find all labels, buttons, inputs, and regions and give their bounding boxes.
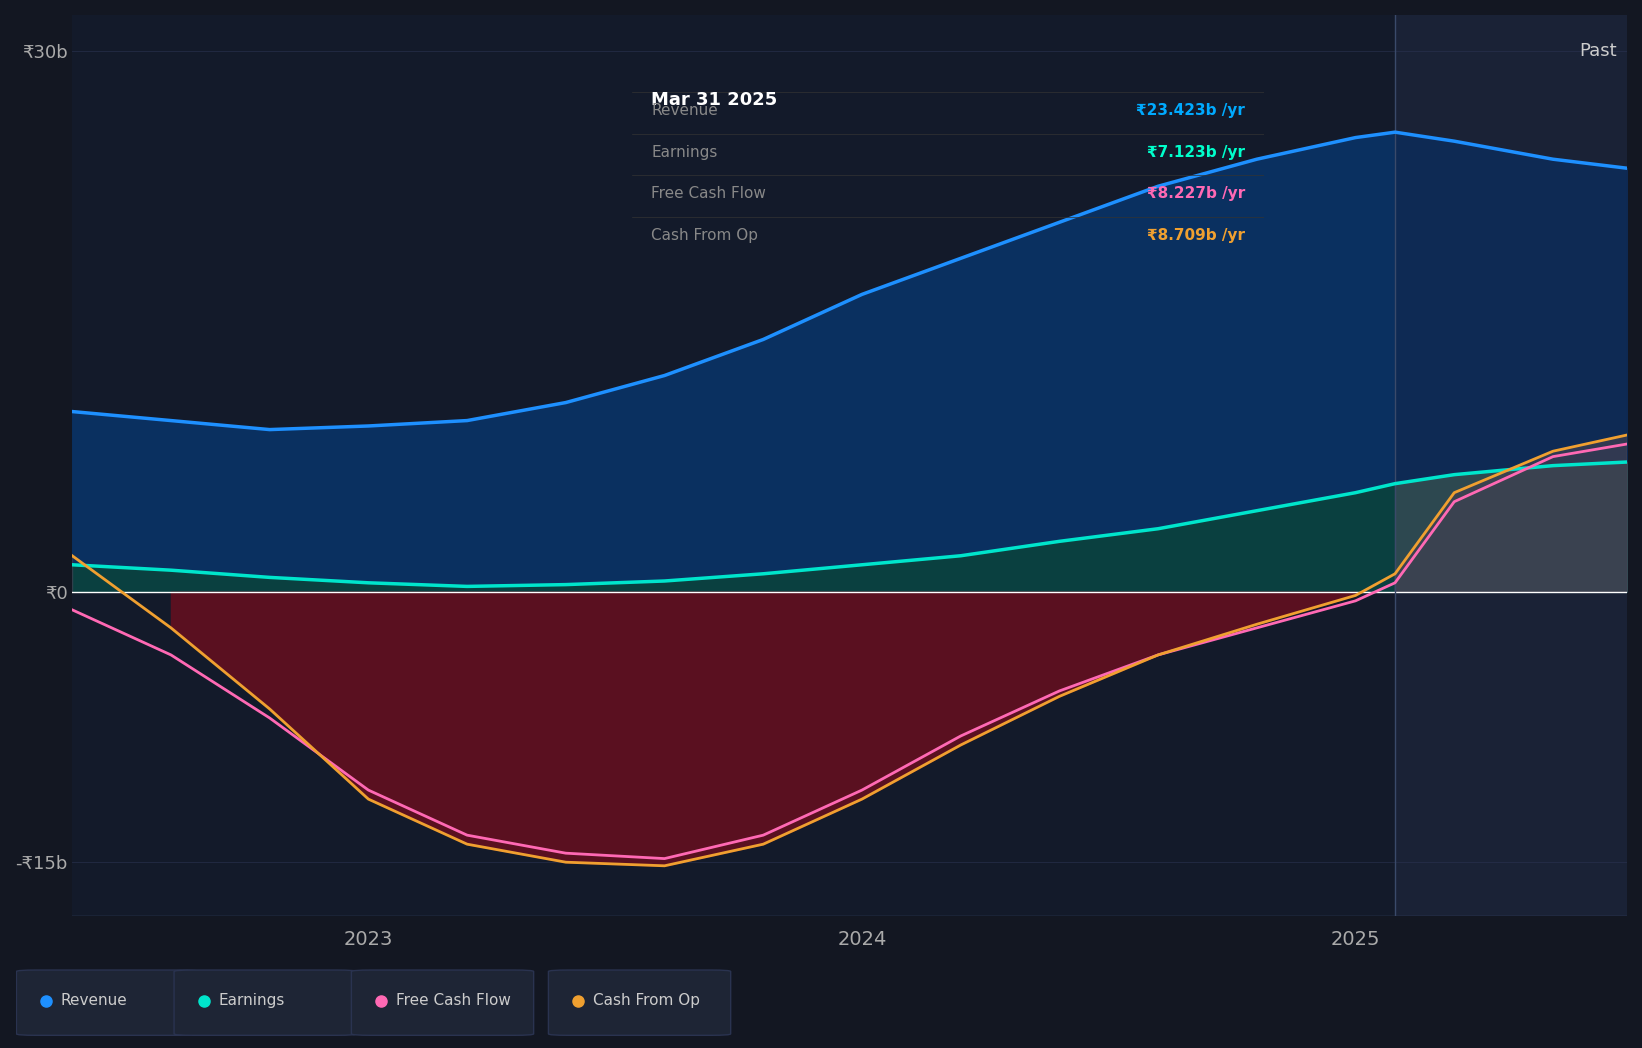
Text: Cash From Op: Cash From Op — [652, 227, 759, 243]
Text: Revenue: Revenue — [61, 994, 128, 1008]
Text: ₹23.423b /yr: ₹23.423b /yr — [1136, 103, 1245, 118]
Text: Earnings: Earnings — [218, 994, 284, 1008]
FancyBboxPatch shape — [548, 970, 731, 1035]
Text: Earnings: Earnings — [652, 145, 718, 159]
FancyBboxPatch shape — [351, 970, 534, 1035]
Text: Cash From Op: Cash From Op — [593, 994, 699, 1008]
Text: Free Cash Flow: Free Cash Flow — [396, 994, 511, 1008]
Text: ₹8.709b /yr: ₹8.709b /yr — [1148, 227, 1245, 243]
Text: Mar 31 2025: Mar 31 2025 — [652, 90, 777, 109]
Text: Free Cash Flow: Free Cash Flow — [652, 187, 767, 201]
Text: ₹8.227b /yr: ₹8.227b /yr — [1148, 187, 1245, 201]
FancyBboxPatch shape — [16, 970, 199, 1035]
Text: ₹7.123b /yr: ₹7.123b /yr — [1148, 145, 1245, 159]
Text: Revenue: Revenue — [652, 103, 718, 118]
FancyBboxPatch shape — [174, 970, 356, 1035]
Bar — [1396, 15, 1627, 916]
Text: Past: Past — [1580, 42, 1617, 60]
